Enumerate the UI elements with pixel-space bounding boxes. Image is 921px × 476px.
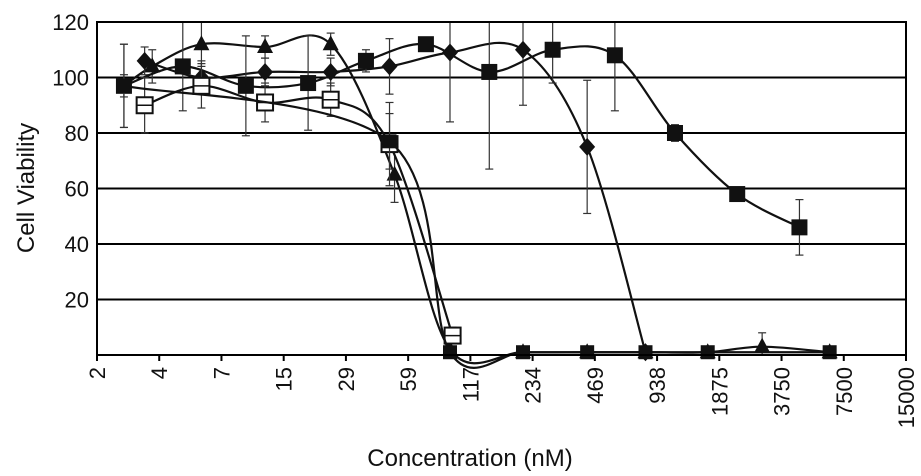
diamond-marker bbox=[579, 137, 596, 156]
square-marker bbox=[700, 345, 715, 360]
diamond-marker bbox=[381, 57, 398, 76]
square-marker bbox=[791, 219, 808, 236]
diamond-marker bbox=[441, 43, 458, 62]
series-5 bbox=[116, 74, 837, 369]
x-tick-label: 234 bbox=[521, 367, 546, 404]
y-tick-label: 40 bbox=[65, 232, 89, 257]
series-line bbox=[123, 84, 830, 369]
square-marker bbox=[237, 77, 254, 94]
axis-layer: 20 40 60 80 100 120 2 4 7 15 29 59 117 234 469 938 1875 3… bbox=[52, 10, 919, 428]
x-tick-label: 29 bbox=[334, 367, 359, 391]
square-marker bbox=[822, 345, 837, 360]
x-tick-label: 7500 bbox=[832, 367, 857, 416]
y-tick-label: 120 bbox=[52, 10, 89, 35]
series-2 bbox=[136, 21, 654, 362]
square-marker bbox=[174, 58, 191, 75]
x-tick-label: 4 bbox=[147, 367, 172, 379]
triangle-marker bbox=[322, 35, 339, 51]
series-4 bbox=[135, 63, 462, 345]
series-line bbox=[123, 42, 800, 229]
x-tick-label: 2 bbox=[85, 367, 110, 379]
x-tick-label: 15000 bbox=[894, 367, 919, 428]
y-axis-label: Cell Viability bbox=[13, 123, 40, 253]
x-tick-label: 1875 bbox=[707, 367, 732, 416]
square-marker bbox=[382, 134, 397, 149]
x-tick-label: 7 bbox=[209, 367, 234, 379]
x-axis-label: Concentration (nM) bbox=[367, 445, 572, 472]
square-marker bbox=[516, 345, 531, 360]
square-marker bbox=[357, 52, 374, 69]
series-3 bbox=[115, 21, 808, 256]
series-layer bbox=[115, 21, 838, 369]
square-marker bbox=[300, 75, 317, 92]
square-marker bbox=[442, 345, 457, 360]
x-tick-label: 117 bbox=[458, 367, 483, 402]
square-marker bbox=[666, 125, 683, 141]
diamond-marker bbox=[257, 62, 274, 81]
x-tick-label: 938 bbox=[645, 367, 670, 404]
series-line bbox=[123, 34, 830, 365]
plot-frame bbox=[96, 21, 907, 356]
triangle-marker bbox=[193, 35, 210, 51]
y-tick-label: 20 bbox=[65, 288, 89, 313]
diamond-marker bbox=[136, 51, 153, 70]
square-marker bbox=[481, 63, 498, 80]
square-marker bbox=[606, 47, 623, 64]
diamond-marker bbox=[515, 40, 532, 59]
triangle-marker bbox=[754, 337, 771, 353]
triangle-marker bbox=[257, 37, 274, 53]
y-tick-label: 100 bbox=[52, 66, 89, 91]
y-tick-label: 60 bbox=[65, 177, 89, 202]
square-marker bbox=[544, 41, 561, 58]
x-tick-label: 3750 bbox=[770, 367, 795, 416]
y-tick-label: 80 bbox=[65, 121, 89, 146]
triangle-marker bbox=[386, 165, 403, 181]
square-marker bbox=[417, 36, 434, 53]
square-marker bbox=[116, 78, 131, 93]
x-tick-label: 469 bbox=[583, 367, 608, 404]
x-tick-label: 15 bbox=[272, 367, 297, 391]
x-tick-label: 59 bbox=[396, 367, 421, 391]
square-marker bbox=[729, 186, 746, 203]
grid-layer bbox=[97, 76, 906, 301]
square-marker bbox=[580, 345, 595, 360]
triangle-marker bbox=[144, 57, 161, 73]
square-marker bbox=[638, 345, 653, 360]
